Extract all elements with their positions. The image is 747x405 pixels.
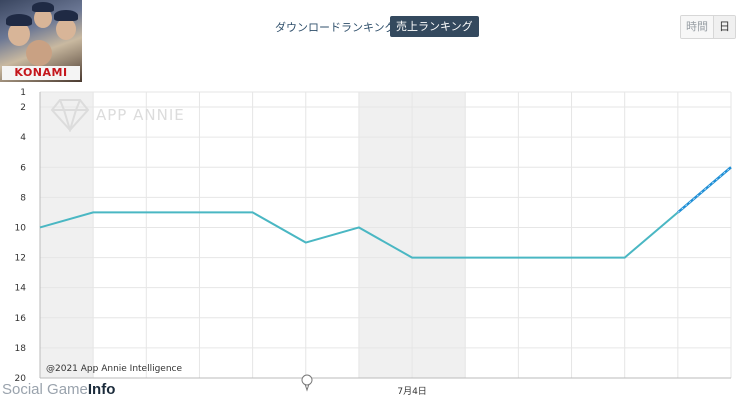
tab-download-ranking[interactable]: ダウンロードランキング — [275, 21, 396, 34]
app-logo-text: KONAMI — [2, 66, 80, 80]
tab-sales-ranking[interactable]: 売上ランキング — [390, 16, 479, 37]
shaded-band-0 — [40, 92, 94, 378]
y-tick-label-10: 10 — [15, 223, 27, 233]
series-line-past — [39, 211, 679, 259]
source-credit-part2: Info — [87, 381, 116, 398]
watermark-text: APP ANNIE — [96, 106, 185, 124]
granularity-toggle: 時間 日 — [680, 15, 736, 39]
y-tick-label-12: 12 — [15, 254, 26, 264]
y-tick-label-20: 20 — [15, 374, 27, 384]
y-tick-label-2: 2 — [20, 103, 26, 113]
granularity-day-button[interactable]: 日 — [713, 16, 735, 38]
y-tick-label-8: 8 — [20, 193, 26, 203]
app-icon: KONAMI — [0, 0, 82, 82]
y-tick-label-18: 18 — [15, 344, 27, 354]
copyright-text: @2021 App Annie Intelligence — [46, 364, 183, 374]
y-tick-label-1: 1 — [20, 88, 26, 98]
source-credit-part1: Social Game — [2, 381, 88, 398]
y-tick-label-4: 4 — [20, 133, 26, 143]
y-tick-label-16: 16 — [15, 314, 27, 324]
watermark: APP ANNIE — [50, 98, 185, 132]
y-tick-label-6: 6 — [20, 163, 26, 173]
granularity-hour-button[interactable]: 時間 — [681, 16, 713, 38]
series-line-recent-dash — [677, 167, 732, 213]
location-pin-icon — [300, 374, 314, 396]
source-credit: Social GameInfo — [2, 381, 115, 398]
ranking-tabs: ダウンロードランキング 売上ランキング — [0, 16, 747, 38]
diamond-logo-icon — [50, 99, 90, 132]
x-tick-label-7: 7月4日 — [397, 386, 426, 397]
y-tick-label-14: 14 — [15, 284, 27, 294]
